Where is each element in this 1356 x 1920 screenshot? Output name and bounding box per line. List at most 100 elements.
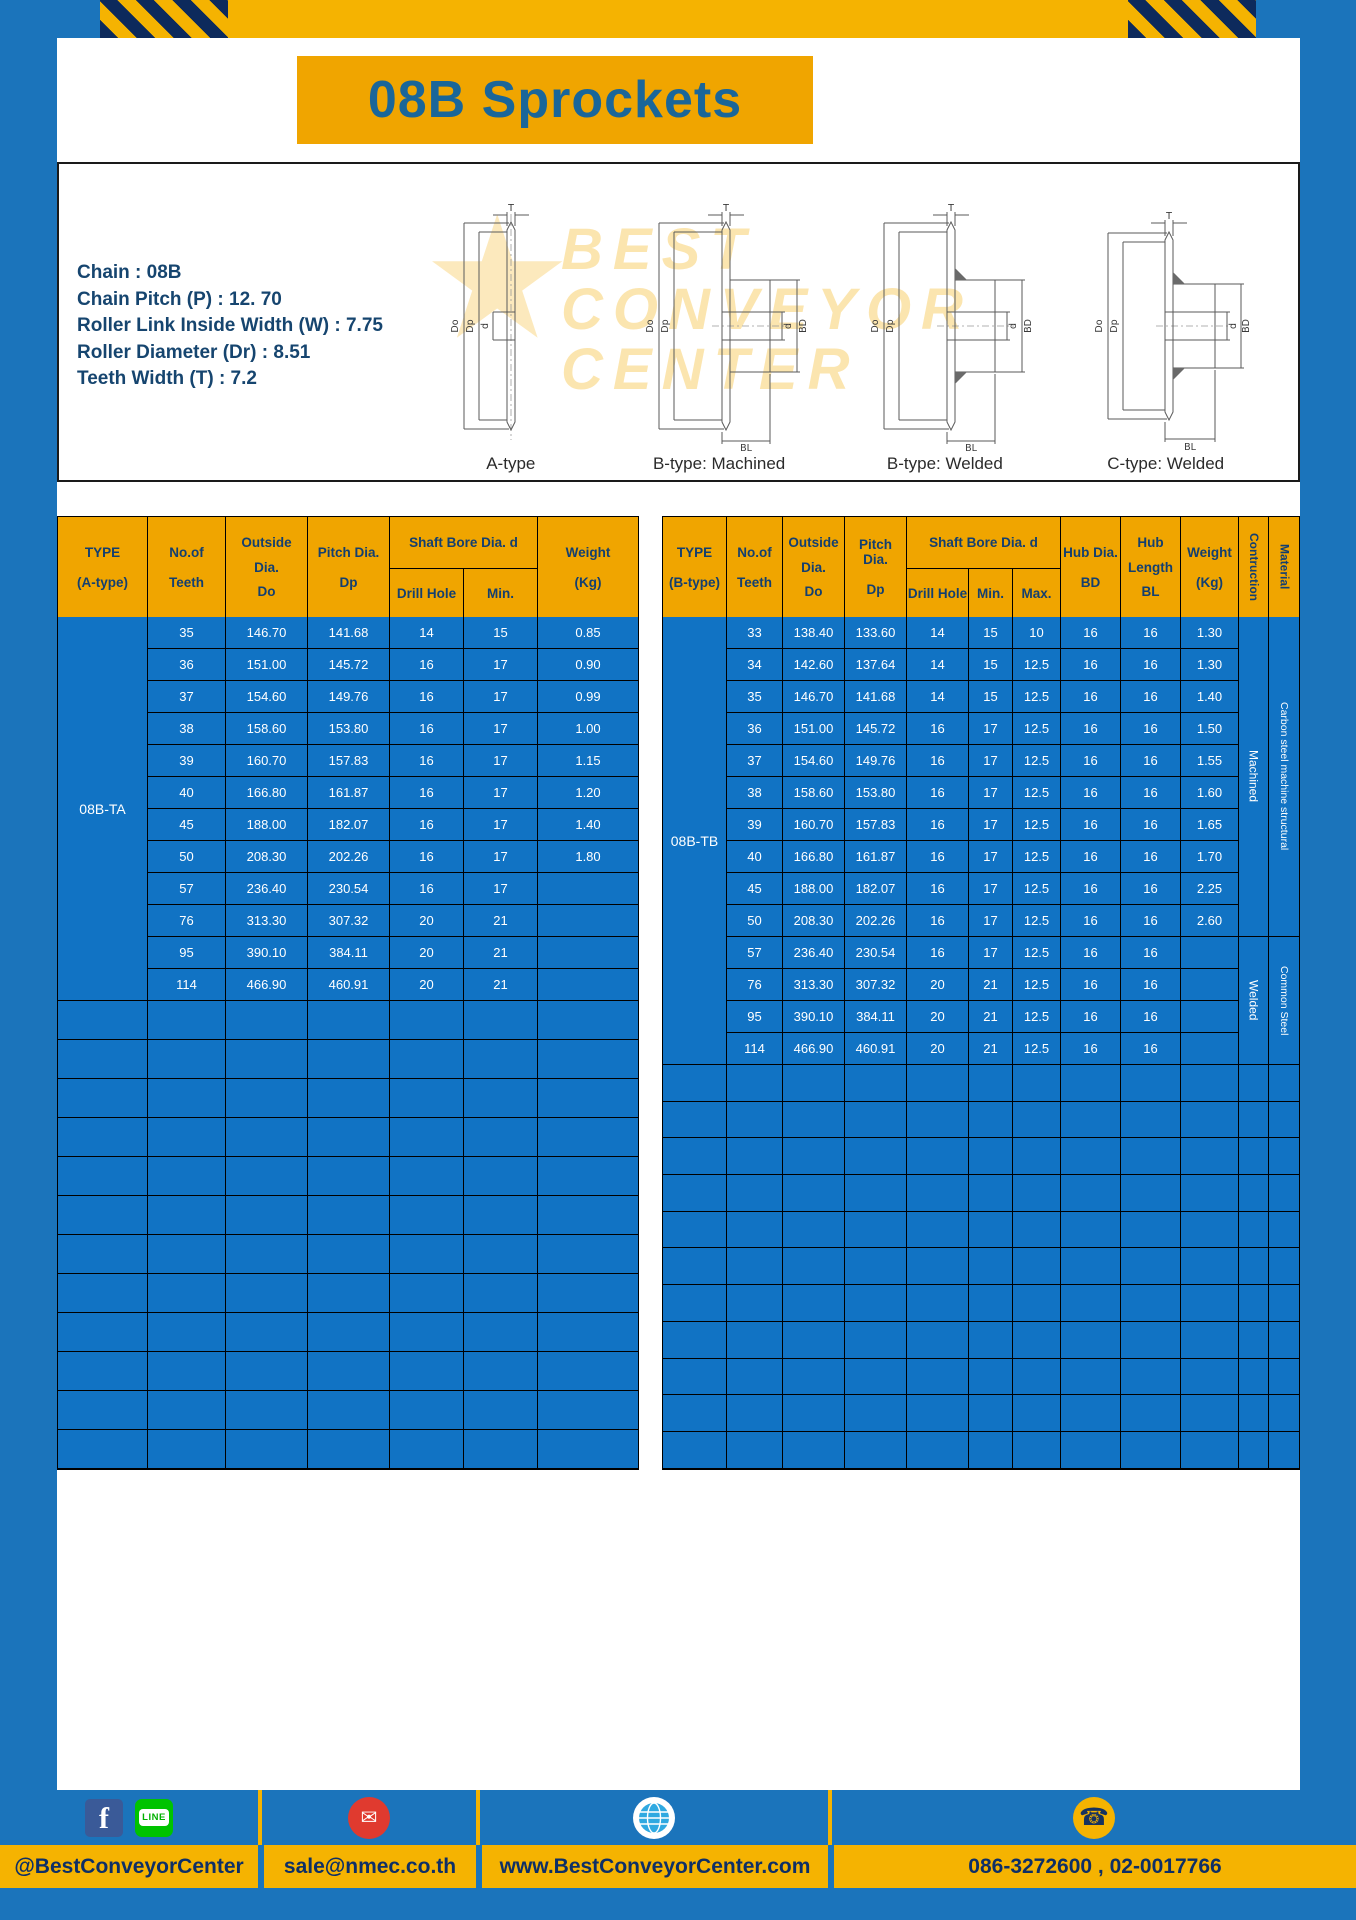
col-header-drill-hole: Drill Hole [907,569,969,617]
empty-cell [1181,1138,1239,1176]
empty-cell [390,1391,464,1430]
table-cell: 16 [907,777,969,809]
empty-cell [1181,1211,1239,1249]
empty-cell [226,1274,308,1313]
table-cell: 16 [390,873,464,905]
drawings-area: ★ BEST CONVEYOR CENTER [391,164,1298,480]
table-cell: 15 [969,617,1013,649]
table-cell: 16 [390,777,464,809]
dim-label-bl: BL [1184,442,1197,452]
dim-label-t: T [947,203,954,214]
table-cell: 460.91 [308,969,390,1001]
empty-cell [58,1430,148,1469]
table-cell: 95 [148,937,226,969]
table-cell: 17 [464,777,538,809]
table-cell: 17 [464,745,538,777]
col-header-construction: Contruction [1239,517,1269,617]
table-cell: 154.60 [226,681,308,713]
empty-cell [148,1196,226,1235]
empty-cell [58,1040,148,1079]
table-cell: 149.76 [308,681,390,713]
footer-social-section: f LINE @BestConveyorCenter [0,1790,258,1888]
dim-label-bd: BD [798,319,809,333]
table-cell: 20 [390,905,464,937]
empty-cell [58,1274,148,1313]
table-cell: 16 [390,681,464,713]
table-cell: 35 [727,681,783,713]
empty-cell [1269,1285,1299,1322]
empty-cell [308,1040,390,1079]
empty-cell [783,1358,845,1396]
col-header-type: TYPE (B-type) [663,517,727,617]
col-header-outside-dia: Outside Dia. Do [783,517,845,617]
table-cell: 1.30 [1181,617,1239,649]
table-cell: 160.70 [226,745,308,777]
empty-cell [969,1395,1013,1432]
empty-cell [1239,1395,1269,1432]
empty-cell [148,1352,226,1391]
empty-cell [1013,1138,1061,1176]
table-cell: 17 [464,841,538,873]
empty-cell [538,1235,638,1274]
table-cell: 1.40 [1181,681,1239,713]
type-value-cell: 08B-TA [58,617,148,1001]
a-type-drawing-icon: T Do Dp d [450,203,529,440]
empty-cell [538,1430,638,1469]
table-cell: 34 [727,649,783,681]
table-cell: 161.87 [308,777,390,809]
table-cell: 16 [907,713,969,745]
col-header-pitch-dia: Pitch Dia. Dp [308,517,390,617]
empty-cell [58,1196,148,1235]
table-cell: 0.90 [538,649,638,681]
empty-cell [226,1079,308,1118]
empty-cell [1269,1175,1299,1212]
col-header-weight: Weight (Kg) [565,544,611,590]
empty-cell [1061,1248,1121,1286]
table-cell: 16 [1061,745,1121,777]
drawing-caption: B-type: Machined [652,454,786,473]
table-cell: 16 [1061,1033,1121,1065]
footer-email: sale@nmec.co.th [258,1845,476,1888]
table-a-data-grid: 35 146.70 141.68 14 15 0.85 36 151.00 145.72 16 17… [148,617,638,1001]
table-cell: 158.60 [226,713,308,745]
col-header-material: Material [1277,544,1292,590]
empty-cell [58,1001,148,1040]
b-type-welded-drawing-icon: T Do Dp d [870,203,1034,452]
empty-cell [1239,1175,1269,1212]
empty-cell [1181,1248,1239,1286]
empty-cell [1239,1101,1269,1139]
empty-cell [308,1118,390,1157]
table-cell: 16 [907,905,969,937]
empty-cell [226,1001,308,1040]
empty-cell [1269,1248,1299,1286]
table-cell: 40 [148,777,226,809]
top-band-corner [0,0,100,38]
empty-cell [663,1211,727,1249]
table-cell: 157.83 [308,745,390,777]
hazard-stripes-left [100,0,228,38]
empty-cell [783,1395,845,1432]
empty-cell [845,1285,907,1322]
empty-cell [663,1321,727,1359]
empty-cell [1061,1431,1121,1469]
empty-cell [907,1358,969,1396]
table-cell: 202.26 [308,841,390,873]
table-cell: 16 [1121,1033,1181,1065]
empty-cell [58,1391,148,1430]
empty-cell [1121,1248,1181,1286]
table-cell: 16 [1061,841,1121,873]
empty-cell [783,1321,845,1359]
table-cell: 12.5 [1013,777,1061,809]
table-cell: 1.50 [1181,713,1239,745]
dim-label-bl: BL [740,443,753,452]
dim-label-do: Do [870,319,881,332]
table-cell: 17 [969,809,1013,841]
table-cell [538,969,638,1001]
empty-cell [58,1235,148,1274]
table-cell: 20 [907,1001,969,1033]
table-cell: 12.5 [1013,745,1061,777]
table-cell: 16 [1061,777,1121,809]
table-cell: 16 [390,745,464,777]
table-cell: 1.70 [1181,841,1239,873]
table-cell: 16 [1121,681,1181,713]
